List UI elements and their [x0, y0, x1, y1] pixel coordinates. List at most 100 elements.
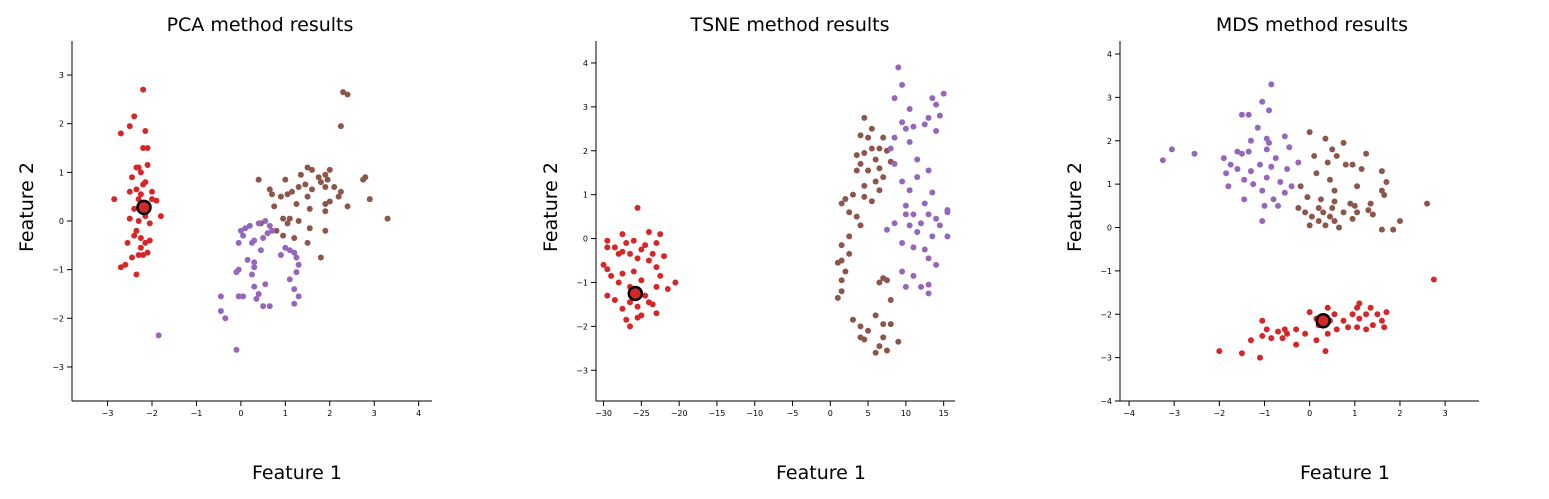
mds-y-tick-label: −1: [1100, 267, 1112, 276]
pca-point-virginica: [282, 244, 289, 251]
tsne-x-tick-label: −5: [787, 409, 799, 418]
tsne-point-virginica: [899, 81, 906, 88]
pca-point-virginica: [251, 283, 258, 290]
tsne-point-virginica: [929, 95, 936, 102]
pca-point-virginica: [155, 332, 162, 339]
mds-point-setosa: [1302, 330, 1309, 337]
tsne-point-setosa: [645, 228, 652, 235]
tsne-y-tick-label: 3: [583, 103, 588, 112]
tsne-y-tick-label: −1: [576, 278, 588, 287]
pca-point-virginica: [235, 239, 242, 246]
mds-point-virginica: [1220, 155, 1227, 162]
pca-point-versicolor: [266, 186, 273, 193]
pca-point-versicolor: [322, 183, 329, 190]
tsne-point-versicolor: [865, 167, 872, 174]
pca-highlighted-point[interactable]: [136, 199, 152, 216]
pca-point-versicolor: [289, 188, 295, 195]
pca-point-setosa: [126, 123, 133, 130]
pca-point-setosa: [133, 271, 140, 278]
mds-point-versicolor: [1331, 198, 1338, 205]
tsne-point-setosa: [619, 305, 626, 312]
pca-point-versicolor: [335, 193, 342, 200]
tsne-point-versicolor: [872, 312, 879, 319]
pca-point-versicolor: [269, 191, 275, 198]
mds-point-versicolor: [1340, 209, 1347, 216]
mds-y-tick-label: −2: [1100, 310, 1112, 319]
pca-point-setosa: [135, 164, 142, 171]
tsne-point-setosa: [672, 279, 679, 286]
pca-y-axis-label: Feature 2: [16, 162, 38, 252]
pca-point-virginica: [249, 271, 255, 278]
mds-point-virginica: [1270, 196, 1277, 203]
tsne-point-setosa: [634, 204, 641, 211]
tsne-point-setosa: [619, 231, 626, 238]
tsne-point-virginica: [891, 134, 898, 141]
tsne-point-versicolor: [876, 145, 883, 152]
mds-point-versicolor: [1324, 159, 1331, 166]
pca-point-versicolor: [271, 203, 278, 210]
tsne-point-setosa: [604, 237, 611, 244]
mds-point-virginica: [1256, 161, 1263, 168]
tsne-point-versicolor: [895, 338, 902, 345]
tsne-point-virginica: [925, 167, 932, 174]
tsne-point-virginica: [891, 220, 898, 227]
pca-point-versicolor: [322, 200, 329, 207]
tsne-point-setosa: [600, 261, 607, 268]
mds-point-virginica: [1295, 159, 1302, 166]
mds-point-versicolor: [1333, 152, 1340, 159]
mds-x-tick-label: −3: [1168, 409, 1180, 418]
tsne-point-versicolor: [861, 336, 868, 343]
tsne-highlighted-point[interactable]: [627, 285, 644, 302]
pca-point-setosa: [122, 261, 129, 268]
tsne-x-tick-label: −20: [671, 409, 688, 418]
mds-point-setosa: [1363, 311, 1370, 318]
tsne-point-versicolor: [857, 323, 864, 330]
mds-panel: MDS method results Feature 1 Feature 2 −…: [1064, 14, 1479, 484]
tsne-point-versicolor: [838, 242, 845, 249]
tsne-point-setosa: [642, 242, 649, 249]
pca-point-setosa: [124, 239, 131, 246]
pca-point-versicolor: [304, 164, 311, 171]
mds-point-virginica: [1284, 165, 1291, 172]
pca-point-versicolor: [304, 239, 311, 246]
pca-point-setosa: [137, 169, 144, 176]
mds-point-setosa: [1313, 337, 1320, 344]
pca-point-versicolor: [295, 218, 302, 224]
mds-point-versicolor: [1378, 168, 1385, 175]
pca-point-setosa: [133, 186, 140, 193]
tsne-point-virginica: [906, 222, 913, 229]
pca-point-versicolor: [344, 91, 351, 98]
mds-point-virginica: [1227, 161, 1234, 168]
tsne-point-versicolor: [842, 196, 849, 203]
tsne-point-setosa: [630, 237, 637, 244]
mds-point-setosa: [1247, 337, 1254, 344]
tsne-point-virginica: [902, 283, 909, 290]
pca-point-virginica: [255, 220, 262, 227]
pca-y-tick-label: −3: [52, 363, 64, 372]
tsne-point-virginica: [887, 145, 894, 152]
mds-point-versicolor: [1383, 178, 1390, 185]
tsne-point-virginica: [925, 290, 932, 297]
tsne-point-setosa: [627, 323, 634, 330]
tsne-point-setosa: [664, 286, 671, 293]
mds-highlighted-point[interactable]: [1315, 313, 1331, 329]
pca-axes-and-points: −3 −2 −1 0 1 2 3 4 −3 −2 −1 0 1 2 3: [52, 41, 432, 418]
tsne-point-versicolor: [853, 167, 860, 174]
pca-point-versicolor: [277, 193, 284, 200]
tsne-point-virginica: [906, 187, 913, 194]
mds-point-versicolor: [1308, 213, 1315, 220]
tsne-point-virginica: [899, 268, 906, 275]
tsne-point-virginica: [910, 211, 917, 218]
mds-point-versicolor: [1295, 204, 1302, 211]
pca-point-setosa: [126, 215, 133, 222]
tsne-point-virginica: [910, 272, 917, 279]
mds-point-setosa: [1383, 309, 1390, 316]
pca-point-virginica: [253, 295, 260, 302]
pca-point-versicolor: [286, 215, 293, 222]
mds-x-tick-label: 0: [1307, 409, 1312, 418]
mds-point-virginica: [1241, 176, 1248, 183]
tsne-point-versicolor: [868, 198, 875, 205]
